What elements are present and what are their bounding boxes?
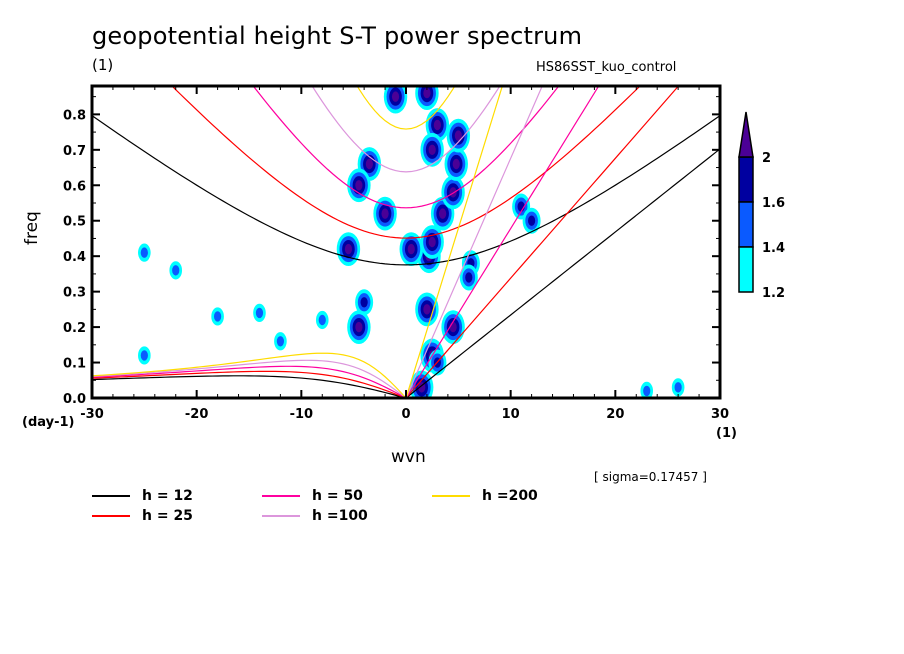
contour-blob [365, 158, 373, 170]
legend-swatch [92, 515, 130, 517]
contour-blob [452, 158, 460, 170]
rossby-curve [92, 352, 407, 398]
colorbar-label: 1.2 [762, 286, 785, 301]
x-axis-unit: (1) [716, 426, 737, 441]
x-axis-label: wvn [391, 447, 426, 467]
contour-blob [643, 385, 651, 397]
colorbar: 1.2 1.4 1.6 2 [738, 111, 785, 301]
legend-label: h =100 [312, 508, 368, 524]
contour-blob [407, 243, 415, 255]
kelvin-curve [405, 86, 543, 398]
y-axis-unit: (day-1) [22, 415, 75, 430]
contour-blob [465, 272, 473, 283]
contour-blob [433, 119, 441, 131]
contour-blob [528, 215, 536, 226]
contour-blob [449, 187, 457, 198]
colorbar-segment [738, 156, 754, 203]
legend-swatch [432, 495, 470, 497]
legend-label: h = 25 [142, 508, 193, 524]
legend-label: h = 12 [142, 488, 193, 504]
legend-swatch [262, 515, 300, 517]
legend-swatch [262, 495, 300, 497]
chart-title: geopotential height S-T power spectrum [92, 22, 583, 50]
y-tick-label: 0.7 [63, 144, 86, 159]
contour-fill-layer [138, 86, 685, 398]
legend-item: h = 25 [92, 507, 193, 525]
inertia-gravity-curve [171, 86, 641, 239]
rossby-curve [92, 375, 407, 398]
contour-blob [674, 382, 682, 393]
contour-blob [423, 304, 431, 315]
contour-blob [423, 87, 431, 99]
contour-blob [428, 236, 436, 248]
contour-blob [428, 144, 436, 156]
kelvin-curve [405, 86, 600, 398]
top-unit-label: (1) [92, 56, 114, 74]
rossby-curve [92, 365, 407, 398]
legend-label: h =200 [482, 488, 538, 504]
colorbar-segment [738, 201, 754, 248]
contour-blob [391, 91, 400, 102]
contour-blob [318, 314, 326, 326]
kelvin-curve [405, 148, 720, 398]
inertia-gravity-curve [311, 86, 501, 173]
x-tick-label: 10 [502, 407, 520, 422]
x-tick-label: 30 [711, 407, 729, 422]
y-tick-label: 0.5 [63, 215, 86, 230]
contour-blob [255, 307, 264, 319]
kelvin-curve [405, 86, 503, 398]
colorbar-label: 2 [762, 151, 771, 166]
axes: -30 -20 -10 0 10 20 30 0.0 0.1 0.2 0.3 0.4 0.5 0.6 0.7… [63, 84, 729, 422]
contour-blob [355, 180, 363, 191]
y-tick-label: 0.4 [63, 250, 86, 265]
legend-item: h =200 [432, 487, 538, 505]
colorbar-label: 1.6 [762, 196, 785, 211]
legend-swatch [92, 495, 130, 497]
inertia-gravity-curve [92, 115, 720, 266]
x-tick-label: 0 [401, 407, 410, 422]
contour-blob [454, 130, 462, 141]
x-tick-label: 20 [606, 407, 624, 422]
contour-blob [276, 336, 284, 347]
contour-blob [439, 208, 447, 219]
legend-item: h =100 [262, 507, 368, 525]
kelvin-curve [405, 86, 680, 398]
colorbar-segment [738, 246, 754, 293]
chart-subtitle: HS86SST_kuo_control [536, 60, 677, 75]
contour-blob [140, 350, 148, 361]
rossby-curve [92, 370, 407, 398]
y-tick-label: 0.6 [63, 179, 86, 194]
legend-item: h = 12 [92, 487, 193, 505]
contour-blob [344, 243, 353, 255]
y-tick-label: 0.2 [63, 321, 86, 336]
colorbar-extend-arrow [738, 111, 754, 158]
inertia-gravity-curve [356, 86, 456, 130]
x-tick-label: -20 [185, 407, 209, 422]
y-tick-label: 0.3 [63, 286, 86, 301]
contour-blob [381, 208, 389, 219]
y-tick-label: 0.1 [63, 357, 86, 372]
colorbar-label: 1.4 [762, 241, 785, 256]
dispersion-curve-layer [92, 86, 720, 398]
contour-blob [172, 265, 180, 276]
sigma-annotation: [ sigma=0.17457 ] [594, 470, 707, 484]
y-tick-label: 0.8 [63, 108, 86, 123]
rossby-curve [92, 359, 407, 398]
y-tick-label: 0.0 [63, 392, 86, 407]
contour-blob [140, 247, 148, 258]
legend-label: h = 50 [312, 488, 363, 504]
x-tick-label: -30 [80, 407, 104, 422]
contour-blob [449, 321, 457, 333]
contour-blob [360, 297, 368, 308]
legend-item: h = 50 [262, 487, 363, 505]
contour-blob [355, 321, 363, 333]
inertia-gravity-curve [252, 86, 560, 209]
x-tick-label: -10 [290, 407, 314, 422]
contour-blob [214, 311, 222, 322]
